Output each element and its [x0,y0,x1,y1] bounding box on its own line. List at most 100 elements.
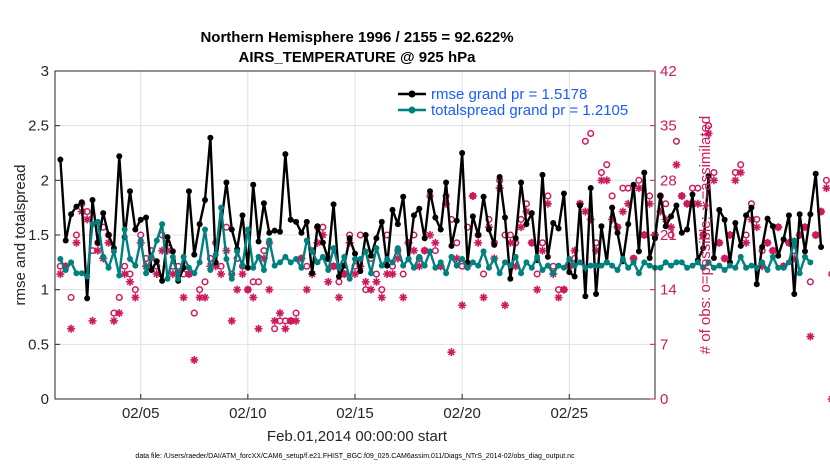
asterisk-stroke [89,317,96,325]
rmse-point [303,218,310,225]
obs-assimilated-point [302,285,311,294]
obs-assimilated-point [83,215,92,224]
rmse-point [153,258,160,265]
asterisk-stroke [528,239,536,247]
rmse-point [689,191,696,198]
spread-point [159,221,166,228]
rmse-point [716,206,723,213]
rmse-point [159,277,166,284]
spread-point [260,266,267,273]
obs-assimilated-point [109,316,118,325]
asterisk-stroke [458,301,466,309]
spread-point [743,264,750,271]
obs-possible-point [705,122,713,130]
obs-assimilated-point [763,238,772,247]
spread-point [753,264,760,271]
rmse-point [223,179,230,186]
spread-point [68,259,75,266]
spread-point [394,245,401,252]
asterisk-stroke [228,317,236,325]
asterisk-stroke [94,247,102,254]
rmse-point [721,216,728,223]
rmse-point [785,212,792,219]
obs-possible-point [672,137,680,145]
obs-possible-point [624,184,632,192]
obs-assimilated-point [292,316,301,325]
spread-point [668,262,675,269]
rmse-point [416,205,423,212]
spread-point [678,259,685,266]
spread-point [496,270,503,277]
rmse-point [271,227,278,234]
spread-point [802,253,808,260]
x-tick-label: 02/25 [551,405,589,422]
obs-assimilated-point [736,168,745,177]
rmse-point [357,268,364,275]
spread-point [453,262,460,269]
spread-point [239,262,246,269]
legend-entry-rmse-label: rmse grand pr = 1.5178 [431,86,587,103]
rmse-point [78,199,85,206]
spread-point [228,275,235,282]
asterisk-stroke [56,270,64,278]
rmse-point [368,252,375,259]
rmse-point [475,232,482,238]
spread-point [218,204,225,211]
asterisk-stroke [753,223,761,231]
asterisk-stroke [474,239,482,247]
x-tick-label: 02/05 [122,405,160,422]
rmse-point [818,244,825,251]
rmse-point [89,197,96,204]
rmse-point [507,275,514,282]
obs-assimilated-point [543,199,552,208]
asterisk-stroke [710,176,718,184]
spread-point [539,266,546,273]
spread-point [673,259,680,266]
asterisk-stroke [169,270,177,278]
rmse-point [427,188,433,195]
obs-assimilated-point [88,316,97,325]
obs-possible-point [694,184,702,192]
spread-point [427,248,433,255]
obs-possible-point [196,286,204,294]
obs-possible-point [271,325,279,333]
obs-assimilated-point [270,316,279,325]
spread-point [587,262,594,269]
spread-point [625,264,632,271]
obs-assimilated-point [265,285,274,294]
rmse-point [662,223,669,230]
rmse-point [394,221,401,228]
rmse-point [293,218,300,225]
spread-point [791,237,798,244]
rmse-point [453,217,460,224]
spread-point [105,264,112,271]
obs-possible-point [533,270,541,278]
rmse-point [598,223,605,230]
spread-point [62,266,69,273]
spread-point [684,264,691,271]
obs-assimilated-point [811,231,820,239]
spread-point [148,253,155,260]
asterisk-stroke [823,184,830,192]
series-group [56,122,830,403]
spread-point [641,259,648,266]
spread-point [796,270,803,277]
asterisk-stroke [539,247,546,254]
obs-assimilated-point [768,246,777,255]
asterisk-stroke [303,286,311,294]
obs-assimilated-point [361,277,370,286]
spread-point [293,256,300,263]
spread-point [384,256,391,263]
asterisk-stroke [560,286,568,294]
asterisk-stroke [764,239,771,247]
x-tick-label: 02/15 [336,405,374,422]
rmse-point [539,171,546,178]
rmse-point [657,192,664,199]
spread-point [400,262,407,269]
rmse-point [137,216,144,223]
asterisk-stroke [115,309,123,317]
rmse-point [143,214,150,221]
obs-assimilated-point [190,355,199,364]
y-right-axis-label: # of obs: o=possible; ∗=assimilated [697,116,714,355]
obs-assimilated-point [634,184,643,193]
